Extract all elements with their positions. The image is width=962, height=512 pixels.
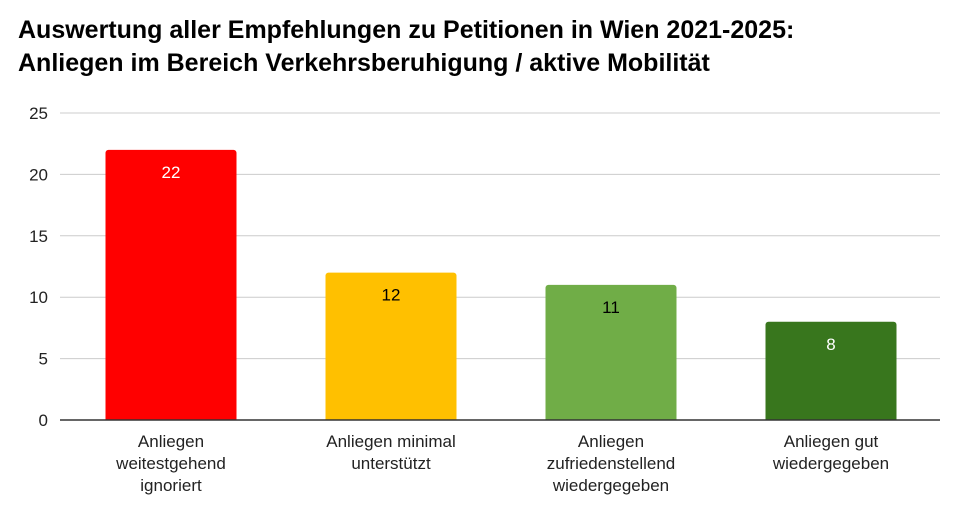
data-label: 8 <box>826 335 835 354</box>
x-tick-label: Anliegen minimal <box>326 432 455 451</box>
bar-base <box>325 416 457 420</box>
bar-base <box>765 416 897 420</box>
y-tick-label: 0 <box>39 411 48 430</box>
data-label: 12 <box>382 286 401 305</box>
bar-base <box>105 416 237 420</box>
y-tick-label: 20 <box>29 165 48 184</box>
chart-title-line-1: Auswertung aller Empfehlungen zu Petitio… <box>18 16 795 44</box>
x-tick-label: wiedergegeben <box>772 454 889 473</box>
x-tick-label: Anliegen <box>138 432 204 451</box>
bar <box>545 284 677 420</box>
y-tick-label: 25 <box>29 104 48 123</box>
x-tick-label: ignoriert <box>140 476 202 495</box>
x-tick-label: wiedergegeben <box>552 476 669 495</box>
x-tick-label: Anliegen gut <box>784 432 879 451</box>
bar <box>105 149 237 420</box>
x-tick-label: unterstützt <box>351 454 431 473</box>
bar-base <box>545 416 677 420</box>
y-tick-label: 15 <box>29 227 48 246</box>
x-tick-label: weitestgehend <box>115 454 226 473</box>
x-tick-label: zufriedenstellend <box>547 454 676 473</box>
bar <box>325 272 457 420</box>
bar <box>765 321 897 420</box>
y-tick-label: 10 <box>29 288 48 307</box>
chart-title-line-2: Anliegen im Bereich Verkehrsberuhigung /… <box>18 49 710 77</box>
data-label: 11 <box>602 298 620 317</box>
x-tick-label: Anliegen <box>578 432 644 451</box>
data-label: 22 <box>162 163 181 182</box>
chart-title: Auswertung aller Empfehlungen zu Petitio… <box>18 14 794 80</box>
y-tick-label: 5 <box>39 350 48 369</box>
